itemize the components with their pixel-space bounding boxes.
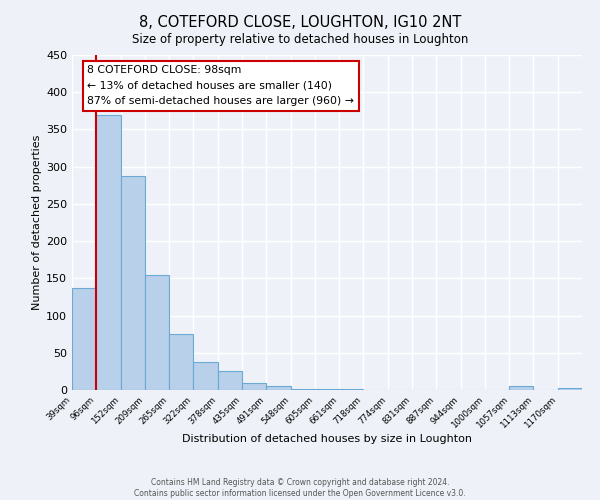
X-axis label: Distribution of detached houses by size in Loughton: Distribution of detached houses by size … xyxy=(182,434,472,444)
Text: Size of property relative to detached houses in Loughton: Size of property relative to detached ho… xyxy=(132,32,468,46)
Bar xyxy=(290,388,315,390)
Bar xyxy=(145,274,169,390)
Text: 8 COTEFORD CLOSE: 98sqm
← 13% of detached houses are smaller (140)
87% of semi-d: 8 COTEFORD CLOSE: 98sqm ← 13% of detache… xyxy=(88,65,354,106)
Y-axis label: Number of detached properties: Number of detached properties xyxy=(32,135,42,310)
Bar xyxy=(169,334,193,390)
Bar xyxy=(96,114,121,390)
Text: 8, COTEFORD CLOSE, LOUGHTON, IG10 2NT: 8, COTEFORD CLOSE, LOUGHTON, IG10 2NT xyxy=(139,15,461,30)
Bar xyxy=(242,382,266,390)
Bar xyxy=(72,288,96,390)
Text: Contains HM Land Registry data © Crown copyright and database right 2024.
Contai: Contains HM Land Registry data © Crown c… xyxy=(134,478,466,498)
Bar xyxy=(121,176,145,390)
Bar xyxy=(315,388,339,390)
Bar xyxy=(218,372,242,390)
Bar xyxy=(509,386,533,390)
Bar xyxy=(266,386,290,390)
Bar xyxy=(558,388,582,390)
Bar xyxy=(193,362,218,390)
